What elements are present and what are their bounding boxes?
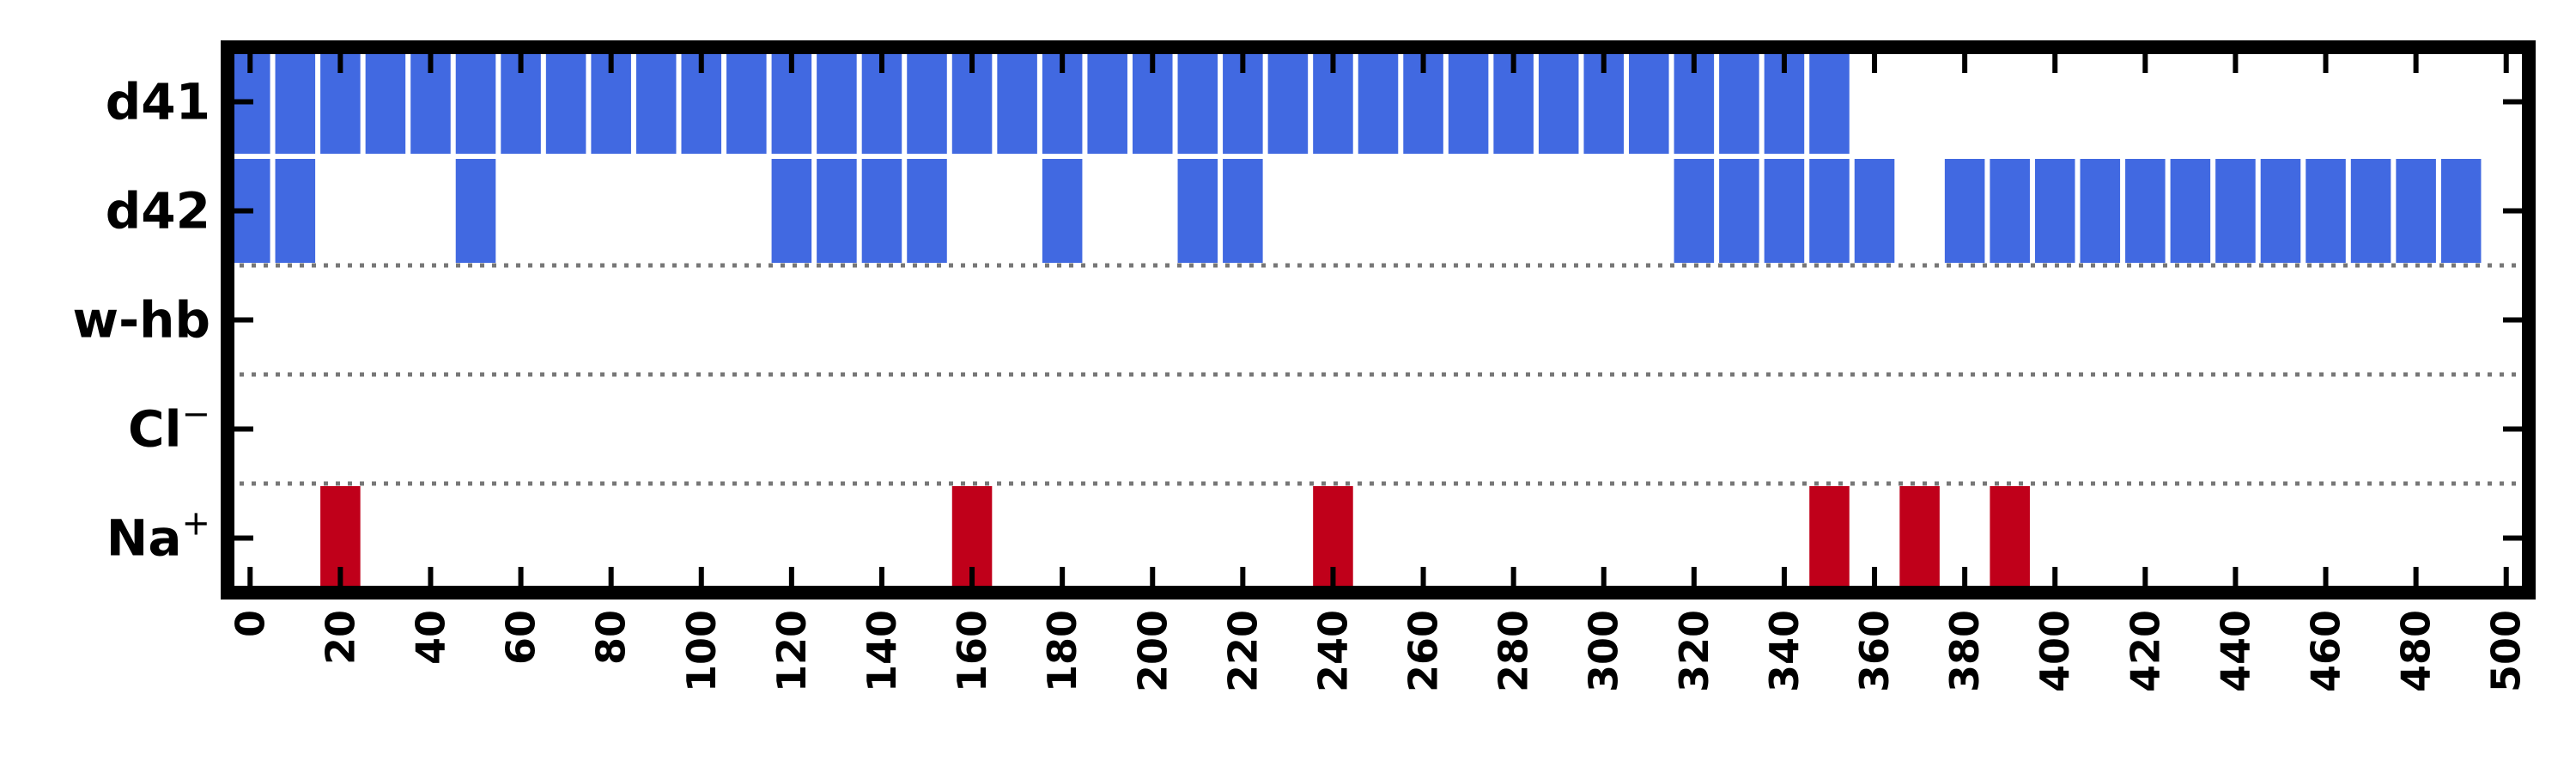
bar-d42-140	[861, 159, 902, 263]
bar-d41-30	[365, 50, 406, 154]
bar-d41-270	[1448, 50, 1489, 154]
x-tick-label-420: 420	[2122, 610, 2168, 692]
bar-Na-370	[1899, 486, 1940, 590]
bar-d42-430	[2170, 159, 2211, 263]
category-label-4: Na+	[106, 504, 210, 568]
x-tick-label-280: 280	[1491, 610, 1537, 692]
bar-d41-110	[726, 50, 767, 154]
bar-d42-220	[1223, 159, 1263, 263]
bar-d42-460	[2306, 159, 2346, 263]
x-tick-label-260: 260	[1400, 610, 1447, 692]
bar-d42-120	[771, 159, 812, 263]
bar-d41-70	[545, 50, 586, 154]
bar-d42-360	[1854, 159, 1895, 263]
x-tick-label-60: 60	[498, 610, 544, 665]
category-label-2: w-hb	[73, 291, 210, 350]
bar-d41-90	[635, 50, 677, 154]
bar-d42-10	[275, 159, 316, 263]
x-tick-label-180: 180	[1039, 610, 1085, 692]
bar-d41-10	[275, 50, 316, 154]
bar-Na-390	[1990, 486, 2030, 590]
plot-frame	[221, 40, 2536, 600]
bar-d41-210	[1177, 50, 1218, 154]
bar-d42-420	[2125, 159, 2166, 263]
bar-d42-470	[2350, 159, 2391, 263]
bar-d42-50	[455, 159, 496, 263]
x-tick-label-440: 440	[2212, 610, 2258, 692]
x-tick-label-80: 80	[588, 610, 635, 665]
bar-d42-440	[2215, 159, 2256, 263]
bar-d42-410	[2080, 159, 2121, 263]
bar-d41-330	[1719, 50, 1759, 154]
bar-d41-50	[455, 50, 496, 154]
x-tick-label-380: 380	[1941, 610, 1988, 692]
bars-layer	[230, 50, 2482, 590]
bar-d42-350	[1809, 159, 1850, 263]
bar-d41-230	[1267, 50, 1309, 154]
bar-d41-250	[1358, 50, 1399, 154]
x-tick-label-500: 500	[2483, 610, 2530, 692]
bar-d41-350	[1809, 50, 1850, 154]
x-tick-label-220: 220	[1219, 610, 1266, 692]
x-tick-label-20: 20	[317, 610, 363, 665]
bar-d42-180	[1042, 159, 1083, 263]
x-tick-label-240: 240	[1309, 610, 1356, 692]
x-tick-label-140: 140	[859, 610, 905, 692]
category-label-3: Cl−	[128, 395, 210, 459]
x-tick-label-160: 160	[949, 610, 995, 692]
bar-d42-490	[2440, 159, 2482, 263]
bar-d41-290	[1538, 50, 1579, 154]
x-tick-label-460: 460	[2303, 610, 2349, 692]
bar-d42-400	[2034, 159, 2075, 263]
bar-d41-310	[1629, 50, 1669, 154]
x-tick-label-320: 320	[1671, 610, 1717, 692]
x-tick-label-360: 360	[1851, 610, 1898, 692]
bar-d41-130	[817, 50, 857, 154]
bar-d42-150	[907, 159, 947, 263]
bar-d42-340	[1764, 159, 1805, 263]
x-tick-label-200: 200	[1129, 610, 1176, 692]
category-labels: d41 d42 w-hb Cl− Na+	[73, 73, 210, 568]
bar-d42-480	[2396, 159, 2436, 263]
bar-d41-170	[997, 50, 1037, 154]
bar-d42-210	[1177, 159, 1218, 263]
bar-d42-380	[1944, 159, 1985, 263]
bar-d41-190	[1087, 50, 1127, 154]
separator-lines	[228, 263, 2529, 486]
bar-d42-320	[1674, 159, 1715, 263]
x-tick-label-480: 480	[2393, 610, 2439, 692]
bar-d41-150	[907, 50, 947, 154]
x-tick-label-400: 400	[2032, 610, 2078, 692]
bar-Na-350	[1809, 486, 1850, 590]
x-tick-label-0: 0	[227, 610, 273, 637]
x-tick-label-100: 100	[678, 610, 725, 692]
x-tick-label-40: 40	[407, 610, 453, 665]
bar-d42-450	[2260, 159, 2301, 263]
x-tick-label-340: 340	[1761, 610, 1807, 692]
bar-d42-130	[817, 159, 857, 263]
x-tick-label-120: 120	[769, 610, 815, 692]
x-tick-label-300: 300	[1581, 610, 1627, 692]
bar-d42-390	[1990, 159, 2030, 263]
x-tick-labels: 0 20 40 60 80 100 120 140 160 180 200 220 240 260 280 3…	[227, 610, 2529, 692]
bar-d42-330	[1719, 159, 1759, 263]
category-label-0: d41	[106, 73, 210, 131]
category-label-1: d42	[106, 182, 210, 240]
